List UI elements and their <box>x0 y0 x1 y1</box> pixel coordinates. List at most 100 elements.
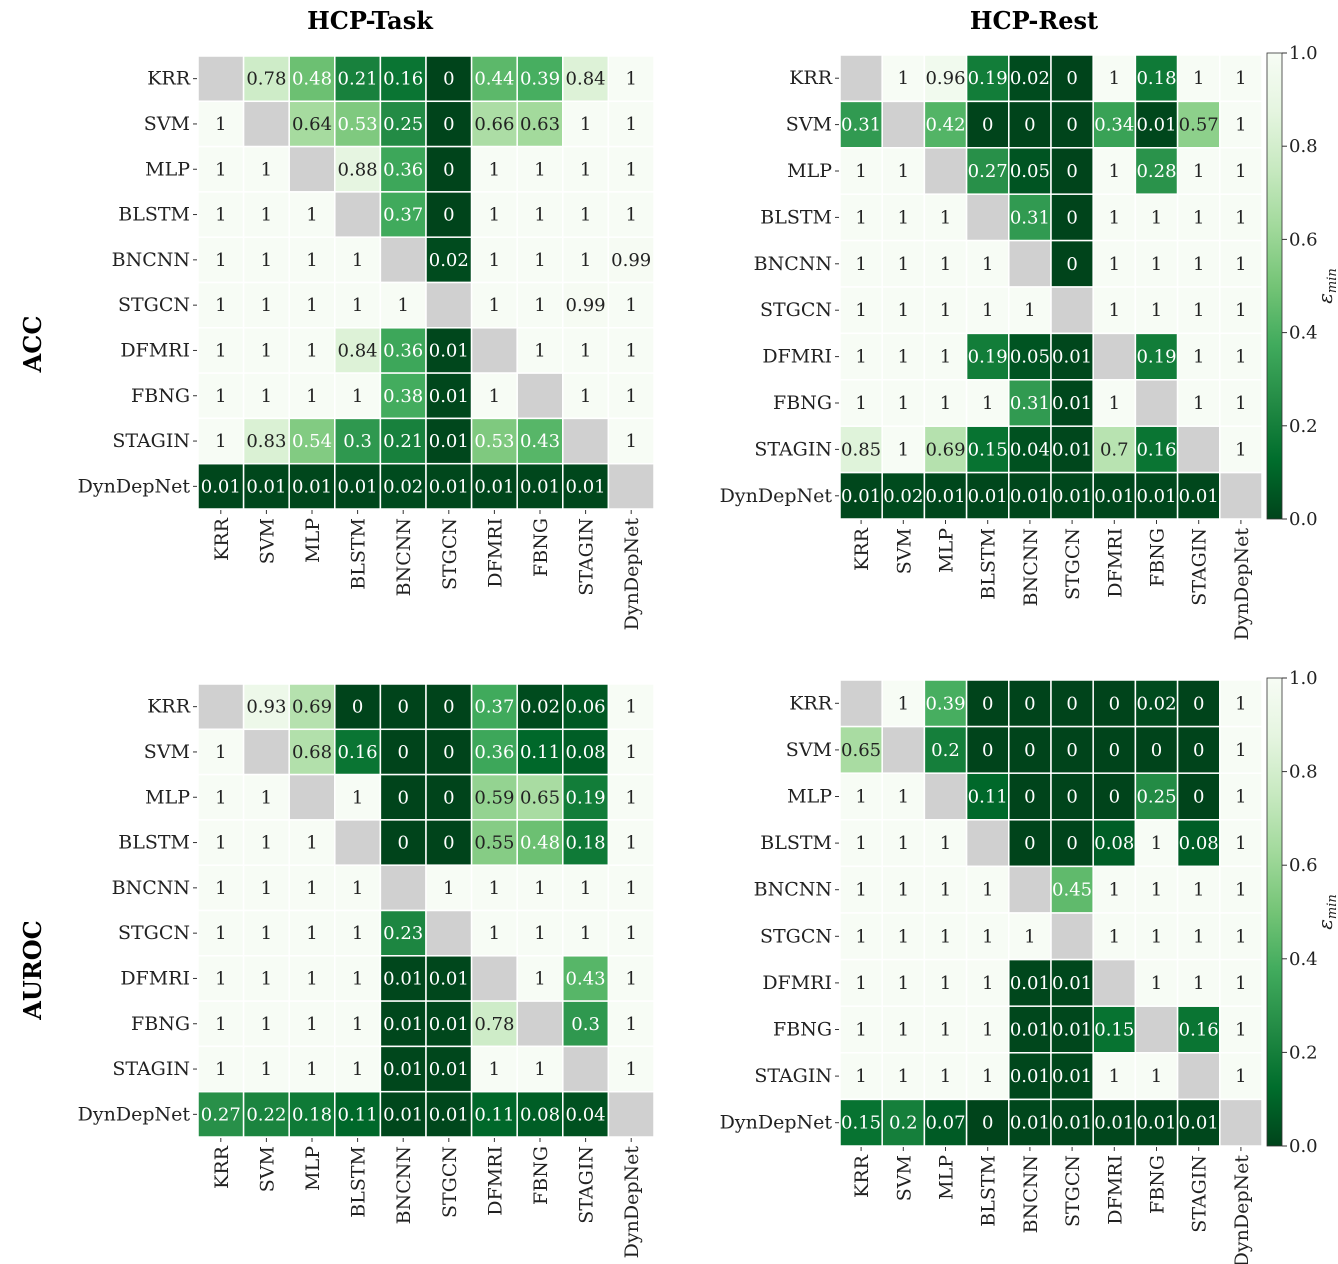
heatmap-cell <box>923 239 968 288</box>
heatmap-cell <box>516 728 564 776</box>
cell-value-label: 0.54 <box>292 431 332 452</box>
heatmap-cell <box>607 417 655 465</box>
x-tick-label: DFMRI <box>1104 528 1126 598</box>
cell-value-label: 0.01 <box>1010 1113 1050 1134</box>
y-tick-label: FBNG <box>131 1013 190 1035</box>
x-tick-label: BLSTM <box>978 528 1000 600</box>
cell-value-label: 1 <box>580 250 591 271</box>
heatmap-cell <box>881 679 926 728</box>
heatmap-cell <box>881 286 926 335</box>
cell-value-label: 0.37 <box>474 697 514 718</box>
x-tick-label: DynDepNet <box>1231 528 1253 641</box>
heatmap-auroc-hcp-task: 0.93 0.69 0 0 0 0.37 0.02 0.06 1 1 0.68 0.16 0 0 0.36 0… <box>78 683 655 1258</box>
heatmap-cell <box>1176 193 1221 242</box>
cell-value-label: 1 <box>625 159 636 180</box>
heatmap-cell <box>562 55 610 103</box>
cell-value-label: 1 <box>261 878 272 899</box>
cell-value-label: 0.19 <box>566 787 606 808</box>
cell-value-label: 0.01 <box>1052 486 1092 507</box>
heatmap-cell <box>1008 471 1052 520</box>
heatmap-cell <box>1092 471 1137 520</box>
heatmap-cell <box>425 417 473 465</box>
heatmap-cell <box>288 1090 336 1138</box>
cell-value-label: 1 <box>940 833 951 854</box>
heatmap-cell <box>242 55 290 103</box>
cell-value-label: 1 <box>1109 880 1120 901</box>
heatmap-cell <box>881 725 926 774</box>
cell-value-label: 0.01 <box>1010 973 1050 994</box>
heatmap-cell <box>197 909 245 957</box>
cell-value-label: 0.01 <box>1136 1113 1176 1134</box>
heatmap-cell <box>1008 147 1052 195</box>
heatmap-cell <box>379 281 427 329</box>
heatmap-cell <box>965 1005 1010 1054</box>
cell-value-label: 1 <box>940 880 951 901</box>
cell-value-label: 0 <box>443 159 454 180</box>
heatmap-cell <box>923 193 968 242</box>
cell-value-label: 1 <box>306 923 317 944</box>
cell-value-label: 1 <box>1235 926 1246 947</box>
heatmap-cell <box>607 864 655 912</box>
heatmap-cell <box>1050 679 1094 728</box>
heatmap-cell <box>607 372 655 420</box>
heatmap-cell <box>881 1098 926 1147</box>
heatmap-cell <box>1050 147 1094 195</box>
cell-value-label: 0.43 <box>566 968 606 989</box>
x-tick-label: KRR <box>211 1145 233 1189</box>
row-title-acc: ACC <box>18 316 47 374</box>
heatmap-cell <box>334 281 382 329</box>
heatmap-cell <box>334 191 382 238</box>
heatmap-cell <box>379 864 427 912</box>
cell-value-label: 0.01 <box>1179 486 1219 507</box>
cell-value-label: 0.07 <box>925 1113 965 1134</box>
heatmap-cell <box>288 145 336 193</box>
heatmap-cell <box>1134 679 1179 728</box>
heatmap-cell <box>607 955 655 1002</box>
heatmap-cell <box>607 462 655 510</box>
x-tick-label: SVM <box>893 528 915 574</box>
x-tick-label: BNCNN <box>393 518 415 596</box>
y-tick-label: KRR <box>147 68 191 90</box>
cell-value-label: 0.01 <box>383 968 423 989</box>
cell-value-label: 1 <box>489 1059 500 1080</box>
cell-value-label: 1 <box>982 973 993 994</box>
heatmap-cell <box>1050 865 1094 914</box>
heatmap-cell <box>839 471 883 520</box>
cell-value-label: 1 <box>855 207 866 228</box>
heatmap-cell <box>923 471 968 520</box>
cell-value-label: 0 <box>1024 833 1035 854</box>
heatmap-cell <box>881 471 926 520</box>
cell-value-label: 0.01 <box>383 1059 423 1080</box>
heatmap-cell <box>562 100 610 148</box>
heatmap-cell <box>1050 819 1094 868</box>
y-tick-label: DFMRI <box>120 967 190 989</box>
cell-value-label: 1 <box>1109 1066 1120 1087</box>
y-tick-label: DFMRI <box>762 972 832 994</box>
cell-value-label: 0.01 <box>429 386 469 407</box>
heatmap-cell <box>1176 425 1221 474</box>
heatmap-cell <box>1176 912 1221 961</box>
cell-value-label: 0.19 <box>1136 347 1176 368</box>
heatmap-cell <box>1008 819 1052 868</box>
y-tick-label: DynDepNet <box>720 1112 833 1134</box>
cell-value-label: 1 <box>215 431 226 452</box>
heatmap-cell <box>923 865 968 914</box>
cell-value-label: 1 <box>306 295 317 316</box>
heatmap-cell <box>1134 239 1179 288</box>
heatmap-cell <box>1008 679 1052 728</box>
cell-value-label: 1 <box>215 205 226 226</box>
cell-value-label: 1 <box>625 968 636 989</box>
cell-value-label: 1 <box>443 878 454 899</box>
cell-value-label: 0 <box>443 114 454 135</box>
cell-value-label: 0 <box>397 833 408 854</box>
y-tick-label: DynDepNet <box>720 485 833 507</box>
heatmap-cell <box>839 54 883 103</box>
heatmap-cell <box>1219 100 1263 149</box>
cell-value-label: 0.18 <box>566 833 606 854</box>
cell-value-label: 0.42 <box>925 115 965 136</box>
heatmap-cell <box>839 725 883 774</box>
heatmap-cell <box>839 425 883 474</box>
cell-value-label: 0.44 <box>474 69 514 90</box>
heatmap-cell <box>1219 54 1263 103</box>
x-tick-label: STGCN <box>439 518 461 590</box>
